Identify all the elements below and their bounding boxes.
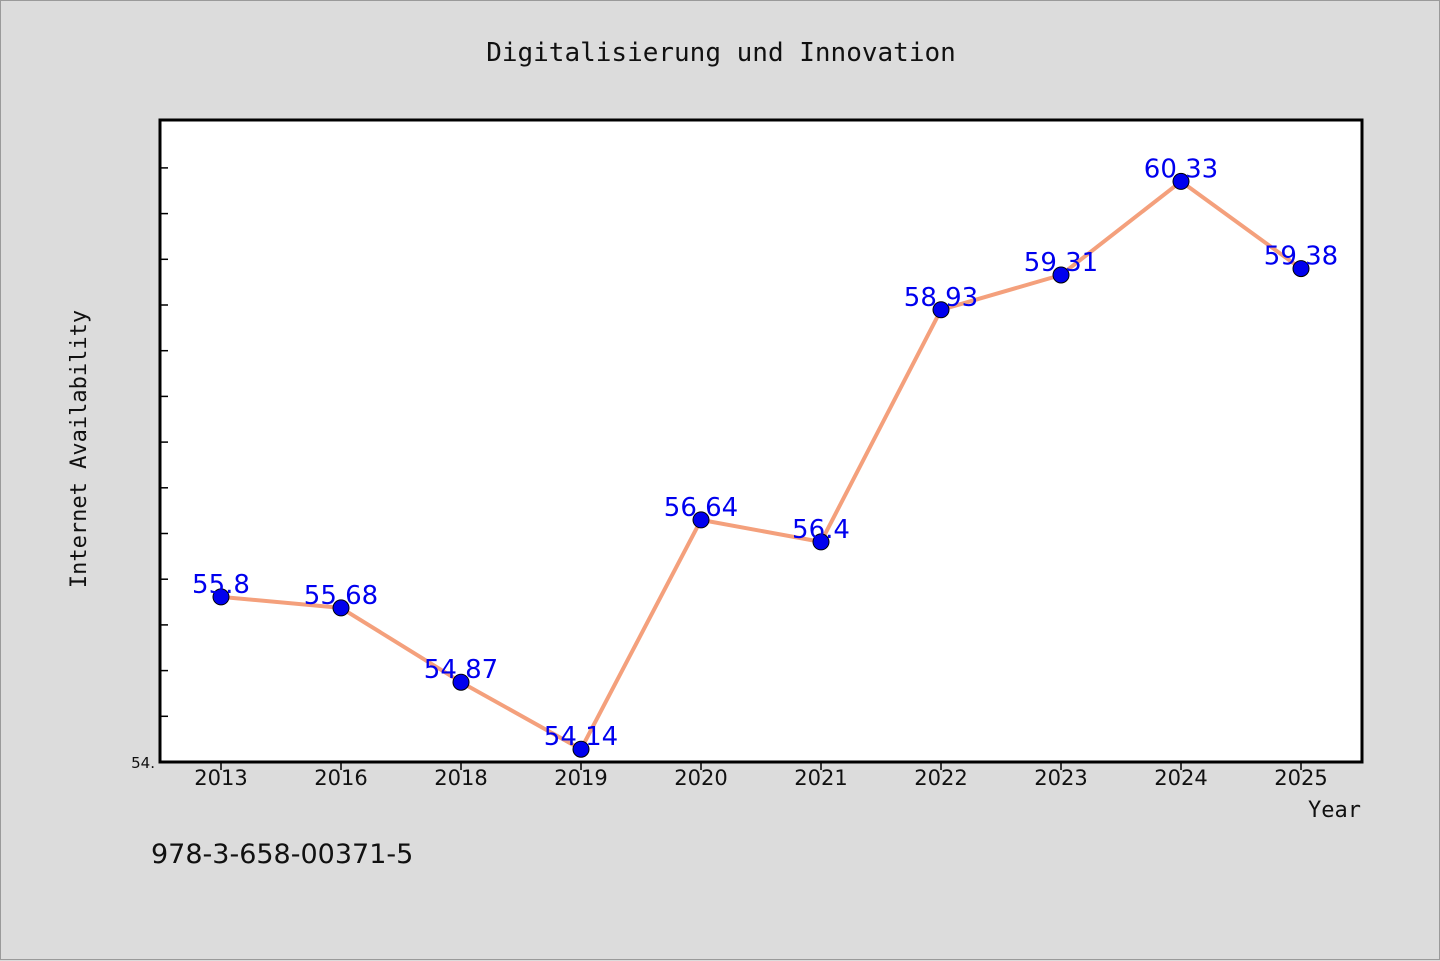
data-labels: 55.8 55.68 54.87 54.14 56.64 56.4 58.93 59.31 60… <box>192 154 1338 752</box>
x-tick-label: 2020 <box>674 766 727 790</box>
x-tick-label: 2018 <box>434 766 487 790</box>
data-label: 54.87 <box>424 655 498 685</box>
x-axis-label: Year <box>1308 798 1361 823</box>
x-tick-label: 2013 <box>194 766 247 790</box>
data-point <box>572 740 590 758</box>
series-line <box>219 179 1303 752</box>
data-label: 60.33 <box>1144 154 1218 184</box>
data-label: 59.31 <box>1024 248 1098 278</box>
data-point <box>452 673 470 691</box>
x-axis-ticks <box>220 762 1302 770</box>
data-point <box>932 301 950 319</box>
data-markers <box>212 172 1310 758</box>
footnote-isbn: 978-3-658-00371-5 <box>151 839 413 870</box>
x-axis-tick-labels: 2013 2016 2018 2019 2020 2021 2022 2023 2024 2025 <box>194 766 1327 790</box>
data-point <box>812 533 830 551</box>
x-tick-label: 2022 <box>914 766 967 790</box>
data-label: 56.64 <box>664 493 738 523</box>
x-tick-label: 2021 <box>794 766 847 790</box>
x-tick-label: 2024 <box>1154 766 1207 790</box>
data-point <box>1172 172 1190 190</box>
data-label: 58.93 <box>904 283 978 313</box>
data-label: 56.4 <box>792 515 850 545</box>
data-point <box>1292 260 1310 278</box>
data-point <box>1052 266 1070 284</box>
x-tick-label: 2025 <box>1274 766 1327 790</box>
data-label: 55.68 <box>304 581 378 611</box>
x-tick-label: 2019 <box>554 766 607 790</box>
data-point <box>332 599 350 617</box>
data-label: 55.8 <box>192 570 250 600</box>
y-axis-ticks <box>160 167 168 718</box>
data-label: 59.38 <box>1264 242 1338 272</box>
x-tick-label: 2023 <box>1034 766 1087 790</box>
data-point <box>212 588 230 606</box>
plot-area <box>158 118 1364 764</box>
data-point <box>692 511 710 529</box>
data-label: 54.14 <box>544 722 618 752</box>
y-tick-label: 54. <box>131 754 155 772</box>
chart-title: Digitalisierung und Innovation <box>486 38 956 68</box>
y-axis-label: Internet Availability <box>67 310 92 588</box>
x-tick-label: 2016 <box>314 766 367 790</box>
